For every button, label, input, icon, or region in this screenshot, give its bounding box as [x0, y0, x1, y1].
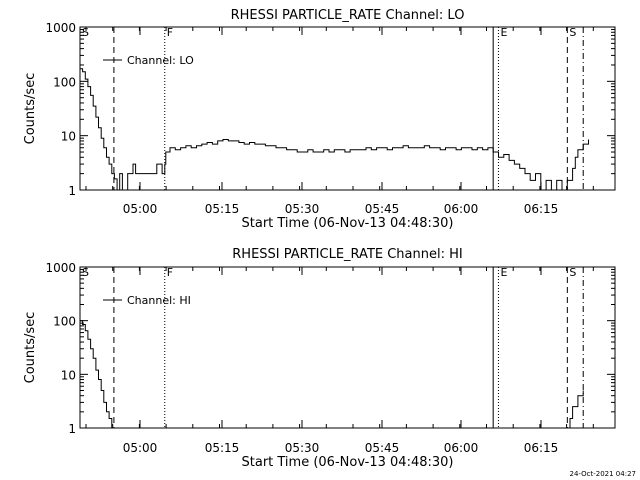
x-tick-label: 06:00 [444, 202, 479, 216]
marker-label: S [82, 26, 89, 39]
x-tick-label: 05:00 [123, 441, 158, 455]
marker-label: S [569, 26, 576, 39]
y-axis-label: Counts/sec [23, 73, 38, 145]
y-tick-label: 10 [61, 130, 76, 144]
plot-frame [79, 26, 616, 191]
marker-label: S [569, 266, 576, 279]
x-tick-label: 05:45 [365, 202, 400, 216]
x-tick-label: 05:00 [123, 202, 158, 216]
x-tick-label: 05:30 [285, 441, 320, 455]
legend-label: Channel: LO [127, 54, 194, 67]
panel-lo: RHESSI PARTICLE_RATE Channel: LO 1 10 100 10… [23, 8, 616, 231]
marker-label: F [167, 266, 173, 279]
x-tick-label: 06:15 [524, 441, 559, 455]
x-tick-label: 05:15 [205, 202, 240, 216]
x-tick-label: 06:00 [444, 441, 479, 455]
series-line [80, 320, 113, 428]
y-tick-label: 10 [61, 368, 76, 382]
x-tick-label: 05:30 [285, 202, 320, 216]
footer-timestamp: 24-Oct-2021 04:27 [570, 470, 636, 478]
marker-label: E [500, 266, 507, 279]
x-axis-label: Start Time (06-Nov-13 04:48:30) [242, 216, 454, 231]
marker-label: S [82, 266, 89, 279]
plot-frame [79, 266, 616, 429]
x-tick-label: 05:45 [365, 441, 400, 455]
x-tick-label: 05:15 [205, 441, 240, 455]
marker-label: F [167, 26, 173, 39]
y-tick-label: 1000 [45, 261, 76, 275]
y-tick-label: 1000 [45, 21, 76, 35]
series-line [80, 68, 589, 191]
y-tick-label: 1 [68, 422, 76, 436]
y-tick-label: 1 [68, 184, 76, 198]
legend-label: Channel: HI [127, 294, 191, 307]
x-axis-label: Start Time (06-Nov-13 04:48:30) [242, 455, 454, 470]
y-tick-label: 100 [53, 315, 76, 329]
chart-title: RHESSI PARTICLE_RATE Channel: HI [232, 247, 462, 262]
panel-hi: RHESSI PARTICLE_RATE Channel: HI 1 10 100 10… [23, 247, 616, 470]
series-line [567, 390, 584, 429]
chart-title: RHESSI PARTICLE_RATE Channel: LO [231, 8, 465, 23]
y-axis-label: Counts/sec [23, 312, 38, 384]
x-tick-label: 06:15 [524, 202, 559, 216]
y-tick-label: 100 [53, 75, 76, 89]
marker-label: E [500, 26, 507, 39]
